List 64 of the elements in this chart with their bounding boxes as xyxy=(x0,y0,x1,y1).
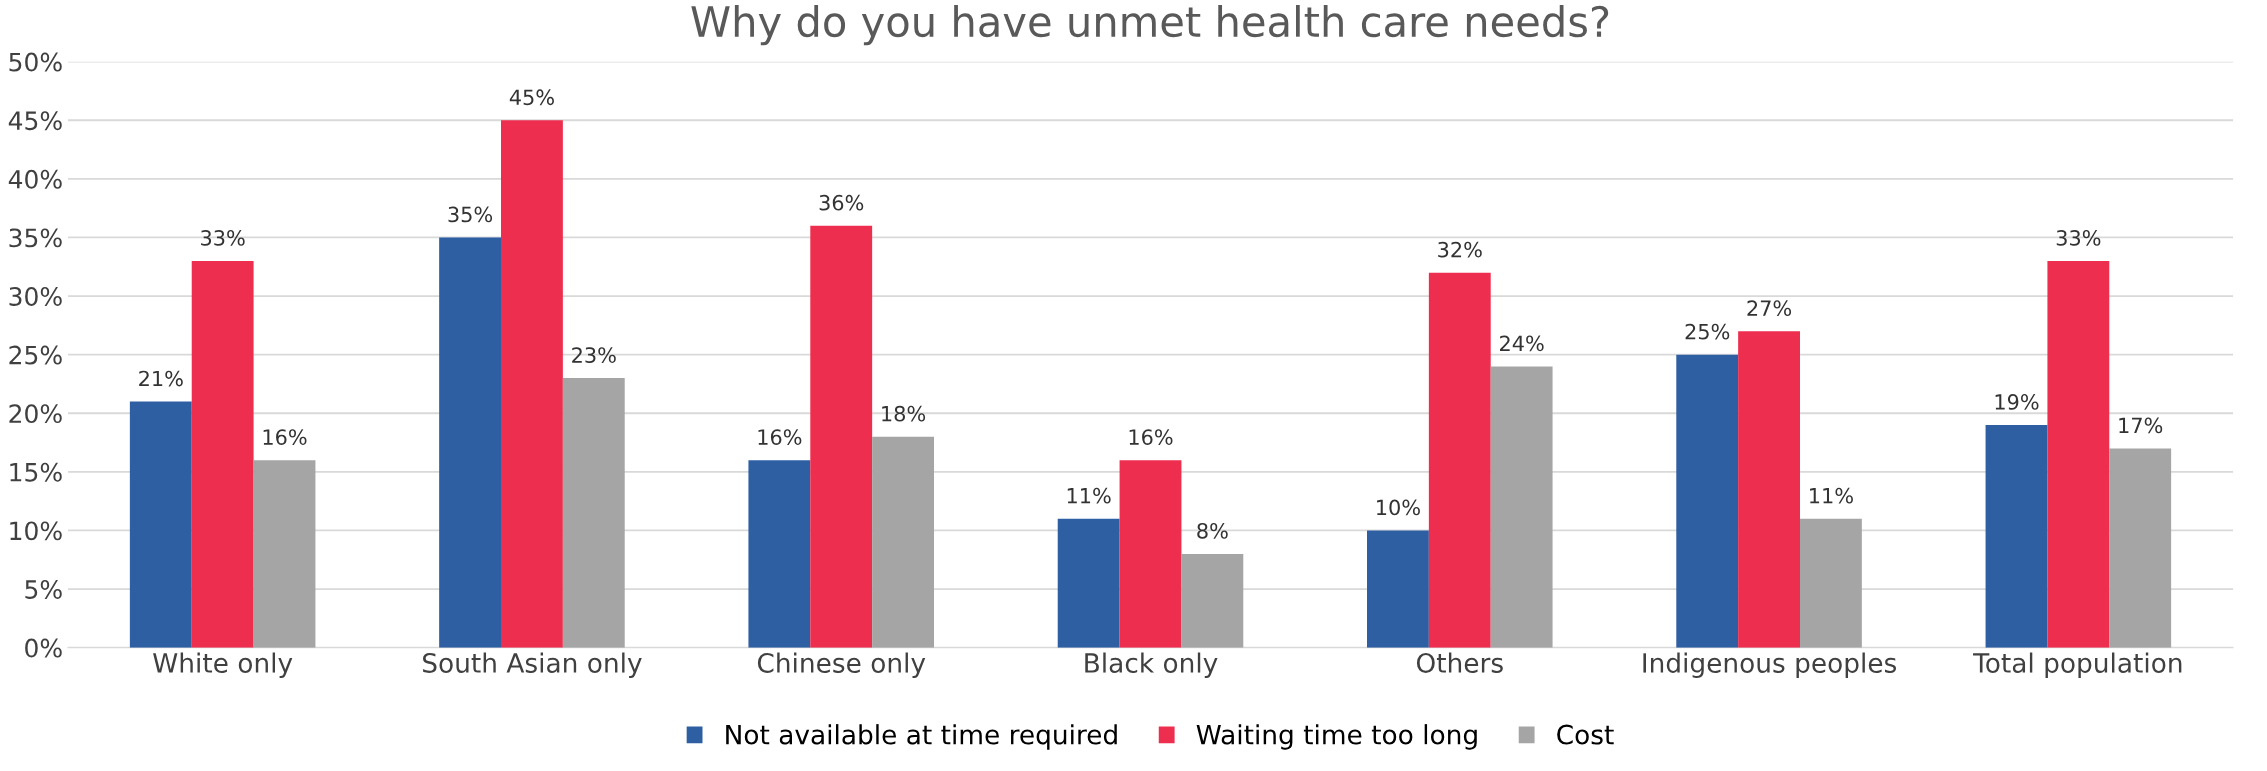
chart-title: Why do you have unmet health care needs? xyxy=(691,5,1609,46)
y-tick-label: 20% xyxy=(9,404,62,424)
bar xyxy=(501,120,563,648)
x-tick-label: Others xyxy=(1416,652,1503,673)
data-label: 21% xyxy=(139,370,183,387)
legend-label: Cost xyxy=(1557,724,1614,745)
data-label: 16% xyxy=(758,429,802,445)
bar xyxy=(810,225,873,648)
legend-label: Not available at time required xyxy=(726,724,1117,750)
bar xyxy=(1367,530,1429,648)
data-label: 33% xyxy=(201,230,245,246)
bar xyxy=(1800,518,1862,648)
bar xyxy=(1428,272,1491,648)
y-tick-label: 50% xyxy=(9,52,62,72)
data-label: 11% xyxy=(1067,487,1111,504)
data-label: 32% xyxy=(1438,241,1482,258)
x-tick-label: Indigenous peoples xyxy=(1643,652,1897,679)
data-label: 35% xyxy=(448,206,493,223)
bar xyxy=(439,237,502,648)
bar xyxy=(2047,260,2110,648)
data-label: 23% xyxy=(572,347,616,363)
bar xyxy=(1119,460,1182,648)
bar xyxy=(872,436,934,648)
data-label: 17% xyxy=(2119,417,2163,434)
x-tick-label: Chinese only xyxy=(757,652,926,679)
y-tick-label: 15% xyxy=(10,462,62,482)
data-label: 33% xyxy=(2056,230,2101,246)
bar xyxy=(1181,553,1244,648)
bar xyxy=(191,260,254,648)
y-tick-label: 5% xyxy=(25,579,62,599)
data-label: 8% xyxy=(1197,522,1228,539)
data-label: 27% xyxy=(1747,300,1792,317)
data-label: 10% xyxy=(1377,499,1420,516)
y-tick-label: 0% xyxy=(25,638,62,658)
y-tick-label: 45% xyxy=(8,111,62,131)
data-label: 36% xyxy=(819,194,864,211)
bar xyxy=(1676,354,1739,648)
bar xyxy=(748,460,811,648)
bar xyxy=(562,378,625,648)
y-tick-label: 40% xyxy=(8,169,62,189)
bar xyxy=(2109,448,2172,648)
data-label: 45% xyxy=(509,89,554,106)
data-label: 11% xyxy=(1810,487,1853,504)
bar xyxy=(1738,331,1800,648)
data-label: 24% xyxy=(1500,335,1544,352)
y-tick-label: 25% xyxy=(9,345,62,365)
data-label: 16% xyxy=(1129,429,1173,445)
data-label: 25% xyxy=(1685,323,1730,340)
bar xyxy=(129,401,192,648)
x-tick-label: Total population xyxy=(1973,652,2182,679)
x-tick-label: White only xyxy=(153,652,293,679)
y-tick-label: 30% xyxy=(9,287,62,306)
bar xyxy=(253,460,316,648)
bar xyxy=(1057,518,1120,648)
data-label: 18% xyxy=(882,405,926,422)
x-tick-label: South Asian only xyxy=(423,652,642,679)
data-label: 19% xyxy=(1995,394,2039,410)
y-tick-label: 10% xyxy=(10,521,62,541)
data-label: 16% xyxy=(263,429,307,445)
y-tick-label: 35% xyxy=(9,228,62,248)
x-tick-label: Black only xyxy=(1085,652,1218,679)
bar xyxy=(1490,366,1553,648)
legend-label: Waiting time too long xyxy=(1196,724,1477,750)
bar xyxy=(1985,424,2048,648)
